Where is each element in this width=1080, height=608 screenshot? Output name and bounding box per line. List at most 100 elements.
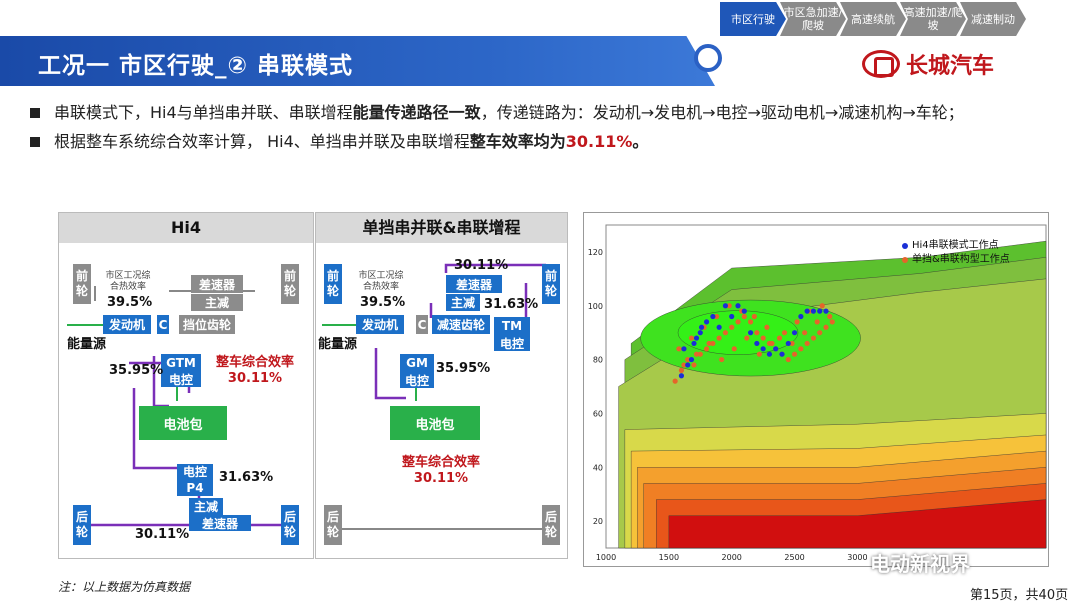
single-gear-diagram-panel: 单挡串并联&串联增程 前轮 前轮 30.11% 市区工况综合热效率 39.5% … [315, 212, 568, 559]
hi4-diagram-panel: Hi4 前轮 前轮 市区工况综合热效率 39.5% 差速器 主减 发动机 C 挡… [58, 212, 314, 559]
bullet-efficiency: 根据整车系统综合效率计算， Hi4、单挡串并联及串联增程整车效率均为30.11%… [28, 127, 1068, 156]
single-differential: 差速器 [446, 275, 502, 293]
header-circle-ornament [694, 44, 722, 72]
data-point [703, 319, 710, 325]
data-point [716, 324, 722, 330]
nav-step-5[interactable]: 减速制动 [960, 2, 1026, 36]
hi4-p4-controller: 电控 [177, 464, 213, 479]
data-point [681, 346, 687, 352]
data-point [693, 351, 700, 357]
hi4-gear: 挡位齿轮 [179, 315, 235, 334]
data-point [678, 373, 685, 379]
y-tick-label: 80 [593, 356, 603, 365]
x-tick-label: 2000 [722, 553, 742, 562]
legend-dot-icon [902, 257, 908, 263]
data-point [754, 340, 760, 347]
data-point [693, 335, 700, 341]
data-point [814, 319, 820, 325]
data-point [817, 330, 823, 336]
data-point [754, 330, 760, 336]
single-reduction-gear: 减速齿轮 [432, 315, 490, 334]
data-point [735, 303, 741, 309]
single-battery-pack: 电池包 [390, 406, 480, 440]
data-point [779, 351, 785, 357]
nav-step-1[interactable]: 市区行驶 [720, 2, 786, 36]
single-engine-efficiency: 39.5% [360, 295, 406, 310]
data-point [722, 303, 729, 309]
hi4-rear-differential: 差速器 [189, 515, 251, 531]
contour-core [677, 310, 799, 355]
nav-step-3[interactable]: 高速续航 [840, 2, 906, 36]
data-point [744, 335, 750, 341]
hi4-p4-efficiency: 31.63% [219, 470, 274, 485]
y-tick-label: 40 [593, 463, 603, 472]
single-tm-efficiency: 31.63% [484, 297, 539, 312]
page-number: 第15页，共40页 [970, 588, 1069, 603]
data-point [785, 356, 791, 363]
data-point [747, 319, 754, 325]
data-point [698, 324, 705, 330]
hi4-clutch: C [157, 315, 169, 334]
y-tick-label: 120 [588, 248, 603, 257]
data-point [823, 308, 829, 314]
hi4-energy-source: 能量源 [67, 337, 107, 352]
hi4-engine-efficiency: 39.5% [107, 295, 153, 310]
data-point [691, 362, 697, 368]
data-point [703, 346, 710, 352]
single-gm: GM [400, 354, 434, 372]
data-point [827, 313, 833, 320]
bullet-list: 串联模式下，Hi4与单挡串并联、串联增程能量传递路径一致，传递链路为：发动机→发… [28, 98, 1068, 156]
single-rear-wheel-left: 后轮 [324, 505, 342, 545]
data-point [719, 356, 725, 363]
brand-logo: 长城汽车 [862, 48, 994, 80]
single-flow-lines [322, 263, 551, 530]
nav-step-2[interactable]: 市区急加速/爬坡 [780, 2, 846, 36]
data-point [791, 330, 798, 336]
contour-band [668, 499, 1047, 549]
data-point [722, 330, 729, 336]
data-point [760, 346, 766, 352]
nav-step-4[interactable]: 高速加速/爬坡 [900, 2, 966, 36]
data-point [756, 351, 762, 357]
data-point [676, 346, 682, 352]
single-front-wheel-left: 前轮 [324, 264, 342, 304]
single-gm-controller: 电控 [400, 372, 434, 388]
brand-name: 长城汽车 [906, 54, 995, 79]
single-engine: 发动机 [356, 315, 404, 334]
chart-plot: 1000 1500 2000 2500 3000 20 40 60 80 100 120 [588, 224, 1047, 562]
data-point [794, 319, 800, 325]
data-point [810, 308, 817, 314]
chart-legend: Hi4串联模式工作点 单挡&串联构型工作点 [902, 239, 1010, 267]
single-condition-label: 市区工况综合热效率 [358, 271, 404, 292]
hi4-front-wheel-left: 前轮 [73, 264, 91, 304]
data-point [710, 313, 716, 320]
single-tm: TM [494, 317, 530, 335]
data-point [741, 313, 747, 320]
single-main-reducer: 主减 [446, 294, 480, 311]
data-point [741, 308, 747, 314]
hi4-differential: 差速器 [191, 275, 243, 293]
data-point [781, 330, 788, 336]
data-point [785, 340, 791, 347]
data-point [791, 351, 798, 357]
legend-item-single: 单挡&串联构型工作点 [902, 253, 1010, 267]
single-gm-efficiency: 35.95% [436, 361, 491, 376]
data-point [716, 335, 722, 341]
process-nav: 市区行驶 市区急加速/爬坡 高速续航 高速加速/爬坡 减速制动 [720, 2, 1026, 36]
single-panel-title: 单挡串并联&串联增程 [316, 213, 567, 243]
data-point [769, 340, 775, 347]
hi4-total-efficiency: 整车综合效率30.11% [215, 355, 294, 386]
page-title: 工况一 市区行驶_② 串联模式 [38, 53, 353, 79]
data-point [697, 330, 703, 336]
x-tick-label: 3000 [847, 553, 867, 562]
data-point [729, 324, 735, 330]
data-point [697, 351, 703, 357]
single-tm-controller: 电控 [494, 335, 530, 351]
footnote: 注：以上数据为仿真数据 [58, 580, 191, 594]
x-tick-label: 2500 [784, 553, 804, 562]
legend-dot-icon [902, 243, 908, 249]
data-point [766, 351, 773, 357]
data-point [804, 308, 810, 314]
data-point [735, 319, 741, 325]
data-point [764, 324, 770, 330]
